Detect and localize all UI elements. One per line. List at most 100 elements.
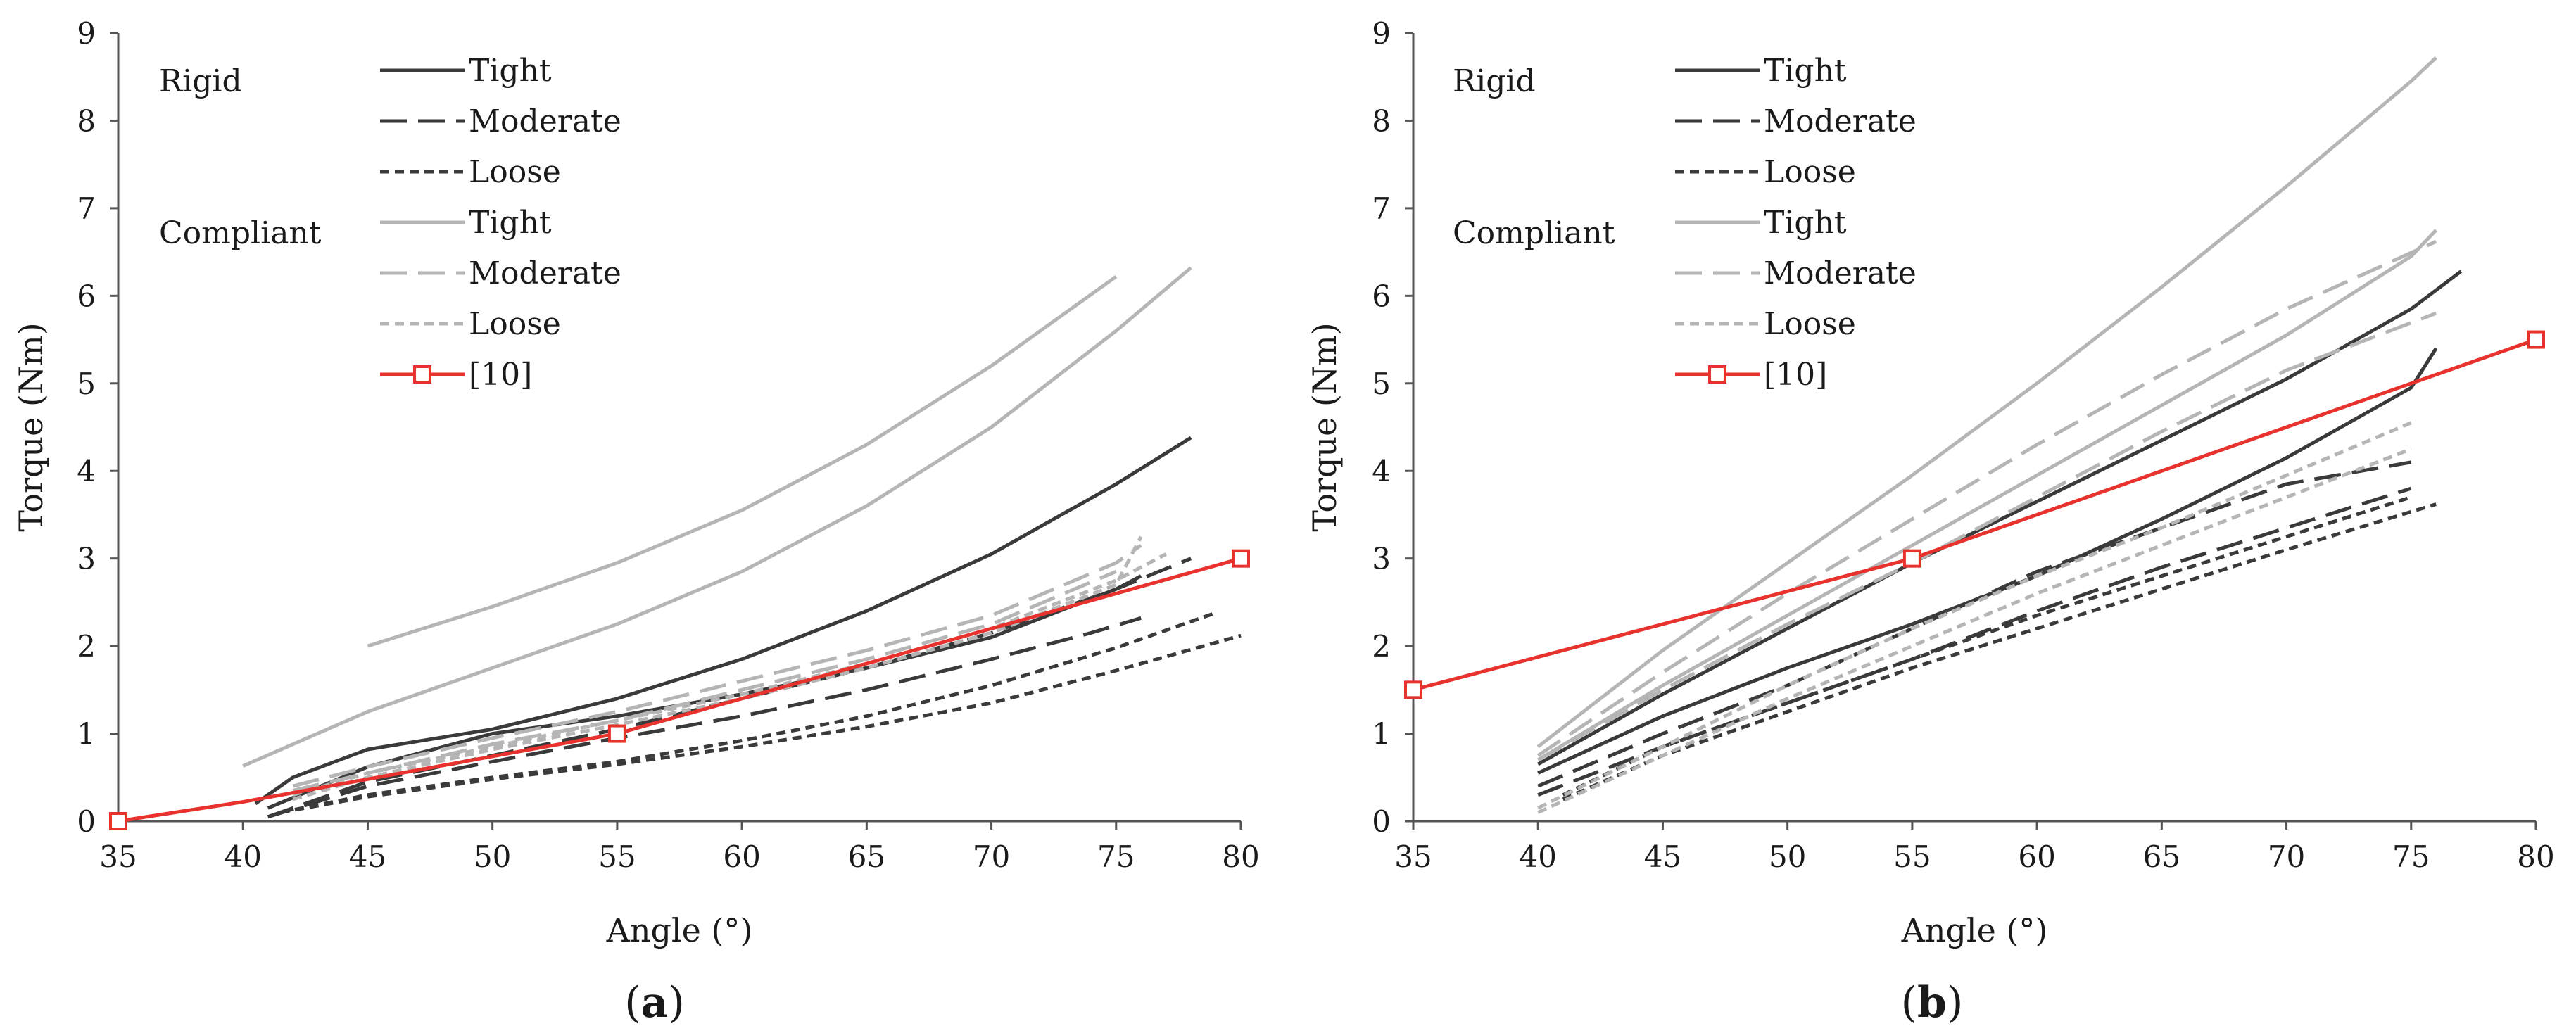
y-tick-label: 0 [77, 804, 96, 839]
legend-group-rigid: Rigid [1453, 63, 1536, 99]
x-tick-label: 80 [2517, 839, 2554, 874]
legend-label: Tight [469, 205, 552, 241]
panel-caption: (b) [1901, 978, 1964, 1027]
legend-label: Tight [1764, 53, 1847, 89]
legend-label: Loose [1764, 306, 1856, 342]
y-tick-label: 0 [1372, 804, 1391, 839]
series-line-compliant-long [292, 569, 1117, 792]
x-tick-label: 65 [848, 839, 885, 874]
x-tick-label: 45 [349, 839, 386, 874]
y-tick-label: 8 [1372, 103, 1391, 138]
legend-label: Loose [1764, 154, 1856, 190]
x-tick-label: 70 [973, 839, 1010, 874]
x-tick-label: 35 [1394, 839, 1432, 874]
y-axis-label: Torque (Nm) [12, 322, 50, 531]
legend-label: [10] [1764, 357, 1827, 393]
y-tick-label: 4 [77, 454, 96, 488]
series-line-compliant-solid [1536, 229, 2438, 762]
series-line-ref [1413, 338, 2537, 692]
series-line-compliant-solid [242, 266, 1192, 768]
legend-label: Moderate [1764, 255, 1917, 291]
series-line-rigid-solid [1536, 270, 2463, 766]
ref-marker [607, 724, 626, 743]
y-tick-label: 8 [77, 103, 96, 138]
x-tick-label: 65 [2143, 839, 2180, 874]
panel-letter: a [641, 978, 669, 1027]
y-tick-label: 9 [1372, 16, 1391, 51]
series-line-compliant-solid [1536, 56, 2437, 749]
legend-label: Tight [469, 53, 552, 89]
ref-marker [1404, 680, 1422, 699]
x-axis-label: Angle (°) [606, 911, 753, 949]
y-tick-label: 9 [77, 16, 96, 51]
x-tick-label: 35 [99, 839, 137, 874]
legend-label: Moderate [1764, 103, 1917, 139]
y-tick-label: 6 [1372, 279, 1391, 313]
x-tick-label: 70 [2268, 839, 2305, 874]
series-line-compliant-short [1537, 447, 2412, 814]
legend-label: [10] [469, 357, 532, 393]
y-tick-label: 6 [77, 279, 96, 313]
series-line-rigid-short [1562, 502, 2437, 801]
x-tick-label: 75 [1097, 839, 1135, 874]
series-line-rigid-long [1537, 486, 2412, 797]
legend: Rigid Compliant Tight Moderate Loose Tight Mod… [159, 53, 621, 393]
ref-marker [1232, 549, 1250, 568]
x-tick-label: 50 [474, 839, 511, 874]
legend-marker [1708, 365, 1726, 384]
panel-letter: b [1917, 978, 1947, 1027]
ref-marker [109, 812, 127, 830]
x-tick-label: 40 [224, 839, 261, 874]
y-tick-label: 7 [77, 191, 96, 226]
legend-group-compliant: Compliant [159, 215, 322, 251]
x-tick-label: 55 [1893, 839, 1931, 874]
y-tick-label: 5 [77, 367, 96, 401]
legend-label: Moderate [469, 103, 621, 139]
x-tick-label: 40 [1519, 839, 1556, 874]
series-line-compliant-long [1536, 239, 2437, 757]
x-tick-label: 60 [2018, 839, 2055, 874]
series-line-rigid-solid [1537, 347, 2438, 775]
series-line-rigid-long [267, 616, 1142, 819]
ref-marker [2527, 330, 2545, 349]
y-tick-label: 2 [1372, 629, 1391, 664]
y-tick-label: 1 [1372, 717, 1391, 752]
series-line-ref [118, 557, 1242, 823]
y-tick-label: 5 [1372, 367, 1391, 401]
x-tick-label: 55 [598, 839, 636, 874]
x-tick-label: 45 [1644, 839, 1681, 874]
legend-label: Loose [469, 306, 561, 342]
x-axis-label: Angle (°) [1901, 911, 2048, 949]
series-line-rigid-solid [254, 436, 1192, 806]
series-line-compliant-long [292, 543, 1142, 788]
series-line-compliant-short [292, 552, 1167, 797]
y-tick-label: 3 [1372, 542, 1391, 576]
x-tick-label: 75 [2392, 839, 2430, 874]
y-axis-label: Torque (Nm) [1306, 322, 1344, 531]
x-tick-label: 50 [1769, 839, 1806, 874]
ref-marker [1902, 549, 1921, 568]
series-line-compliant-solid [367, 274, 1118, 648]
legend-marker [413, 365, 431, 384]
x-tick-label: 60 [723, 839, 760, 874]
y-tick-label: 7 [1372, 191, 1391, 226]
y-tick-label: 2 [77, 629, 96, 664]
x-tick-label: 80 [1222, 839, 1259, 874]
legend-group-rigid: Rigid [159, 63, 242, 99]
legend-group-compliant: Compliant [1453, 215, 1615, 251]
y-tick-label: 4 [1372, 454, 1391, 488]
y-tick-label: 3 [77, 542, 96, 576]
series-line-rigid-short [1562, 495, 2412, 797]
series-line-rigid-short [279, 611, 1217, 815]
series-line-compliant-long [1536, 311, 2437, 762]
y-tick-label: 1 [77, 717, 96, 752]
panel-caption: (a) [624, 978, 685, 1027]
legend-label: Moderate [469, 255, 621, 291]
series-line-rigid-short [279, 633, 1242, 815]
legend-label: Tight [1764, 205, 1847, 241]
legend-label: Loose [469, 154, 561, 190]
series-line-rigid-long [1537, 460, 2412, 788]
